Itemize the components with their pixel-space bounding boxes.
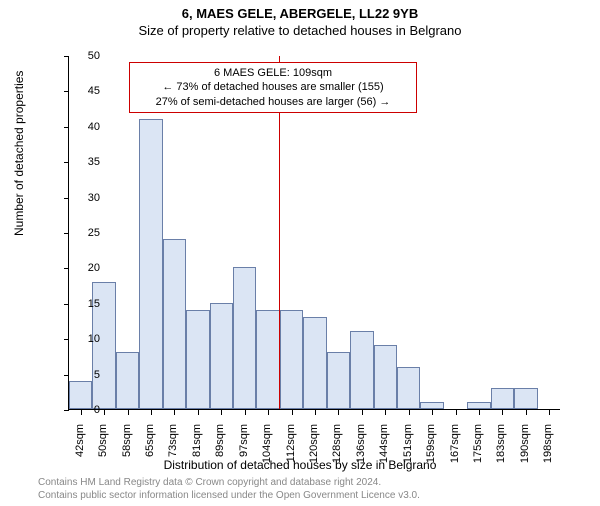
- histogram-bar: [420, 402, 443, 409]
- xtick-label: 128sqm: [331, 424, 343, 474]
- xtick-mark: [151, 410, 152, 415]
- xtick-mark: [549, 410, 550, 415]
- histogram-bar: [350, 331, 373, 409]
- histogram-bar: [186, 310, 209, 409]
- ytick-label: 5: [72, 369, 100, 381]
- histogram-bar: [467, 402, 490, 409]
- histogram-bar: [280, 310, 303, 409]
- ytick-mark: [64, 56, 69, 57]
- xtick-label: 120sqm: [308, 424, 320, 474]
- plot-container: 6 MAES GELE: 109sqm← 73% of detached hou…: [68, 56, 560, 410]
- histogram-bar: [303, 317, 326, 409]
- plot-area: 6 MAES GELE: 109sqm← 73% of detached hou…: [68, 56, 560, 410]
- xtick-mark: [268, 410, 269, 415]
- histogram-bar: [210, 303, 233, 409]
- ytick-mark: [64, 127, 69, 128]
- histogram-bar: [139, 119, 162, 409]
- xtick-label: 198sqm: [542, 424, 554, 474]
- ytick-label: 35: [72, 156, 100, 168]
- xtick-label: 183sqm: [495, 424, 507, 474]
- xtick-label: 136sqm: [355, 424, 367, 474]
- ytick-label: 15: [72, 298, 100, 310]
- page-title-1: 6, MAES GELE, ABERGELE, LL22 9YB: [0, 6, 600, 21]
- xtick-label: 190sqm: [519, 424, 531, 474]
- xtick-label: 175sqm: [472, 424, 484, 474]
- xtick-label: 81sqm: [191, 424, 203, 474]
- annotation-box: 6 MAES GELE: 109sqm← 73% of detached hou…: [129, 62, 417, 113]
- xtick-mark: [245, 410, 246, 415]
- xtick-mark: [198, 410, 199, 415]
- xtick-label: 144sqm: [378, 424, 390, 474]
- histogram-bar: [397, 367, 420, 409]
- xtick-label: 58sqm: [121, 424, 133, 474]
- xtick-mark: [128, 410, 129, 415]
- ytick-mark: [64, 233, 69, 234]
- xtick-label: 112sqm: [285, 424, 297, 474]
- xtick-label: 159sqm: [425, 424, 437, 474]
- xtick-label: 167sqm: [449, 424, 461, 474]
- xtick-mark: [502, 410, 503, 415]
- histogram-bar: [327, 352, 350, 409]
- ytick-mark: [64, 91, 69, 92]
- xtick-mark: [104, 410, 105, 415]
- ytick-label: 50: [72, 50, 100, 62]
- xtick-mark: [292, 410, 293, 415]
- ytick-mark: [64, 304, 69, 305]
- xtick-label: 65sqm: [144, 424, 156, 474]
- histogram-bar: [256, 310, 279, 409]
- xtick-mark: [174, 410, 175, 415]
- y-axis-label: Number of detached properties: [12, 71, 26, 236]
- xtick-mark: [526, 410, 527, 415]
- xtick-mark: [432, 410, 433, 415]
- histogram-bar: [514, 388, 537, 409]
- xtick-label: 50sqm: [97, 424, 109, 474]
- xtick-mark: [456, 410, 457, 415]
- ytick-label: 40: [72, 121, 100, 133]
- ytick-label: 0: [72, 404, 100, 416]
- xtick-mark: [221, 410, 222, 415]
- annotation-line: ← 73% of detached houses are smaller (15…: [138, 80, 408, 94]
- ytick-label: 10: [72, 333, 100, 345]
- ytick-label: 20: [72, 262, 100, 274]
- histogram-bar: [116, 352, 139, 409]
- footer-attribution: Contains HM Land Registry data © Crown c…: [38, 477, 420, 502]
- histogram-bar: [374, 345, 397, 409]
- xtick-mark: [385, 410, 386, 415]
- xtick-label: 73sqm: [167, 424, 179, 474]
- histogram-bar: [491, 388, 514, 409]
- ytick-mark: [64, 198, 69, 199]
- xtick-mark: [315, 410, 316, 415]
- footer-line-1: Contains HM Land Registry data © Crown c…: [38, 477, 420, 490]
- xtick-label: 151sqm: [402, 424, 414, 474]
- xtick-mark: [409, 410, 410, 415]
- xtick-mark: [362, 410, 363, 415]
- annotation-line: 27% of semi-detached houses are larger (…: [138, 95, 408, 109]
- annotation-line: 6 MAES GELE: 109sqm: [138, 66, 408, 80]
- xtick-label: 104sqm: [261, 424, 273, 474]
- xtick-mark: [338, 410, 339, 415]
- ytick-mark: [64, 339, 69, 340]
- xtick-mark: [479, 410, 480, 415]
- ytick-mark: [64, 162, 69, 163]
- ytick-mark: [64, 268, 69, 269]
- page-title-2: Size of property relative to detached ho…: [0, 23, 600, 38]
- ytick-label: 30: [72, 192, 100, 204]
- histogram-bar: [233, 267, 256, 409]
- xtick-label: 42sqm: [74, 424, 86, 474]
- histogram-bar: [163, 239, 186, 409]
- ytick-label: 25: [72, 227, 100, 239]
- xtick-label: 97sqm: [238, 424, 250, 474]
- x-axis-label: Distribution of detached houses by size …: [0, 458, 600, 472]
- footer-line-2: Contains public sector information licen…: [38, 490, 420, 503]
- ytick-mark: [64, 375, 69, 376]
- xtick-label: 89sqm: [214, 424, 226, 474]
- ytick-label: 45: [72, 85, 100, 97]
- ytick-mark: [64, 410, 69, 411]
